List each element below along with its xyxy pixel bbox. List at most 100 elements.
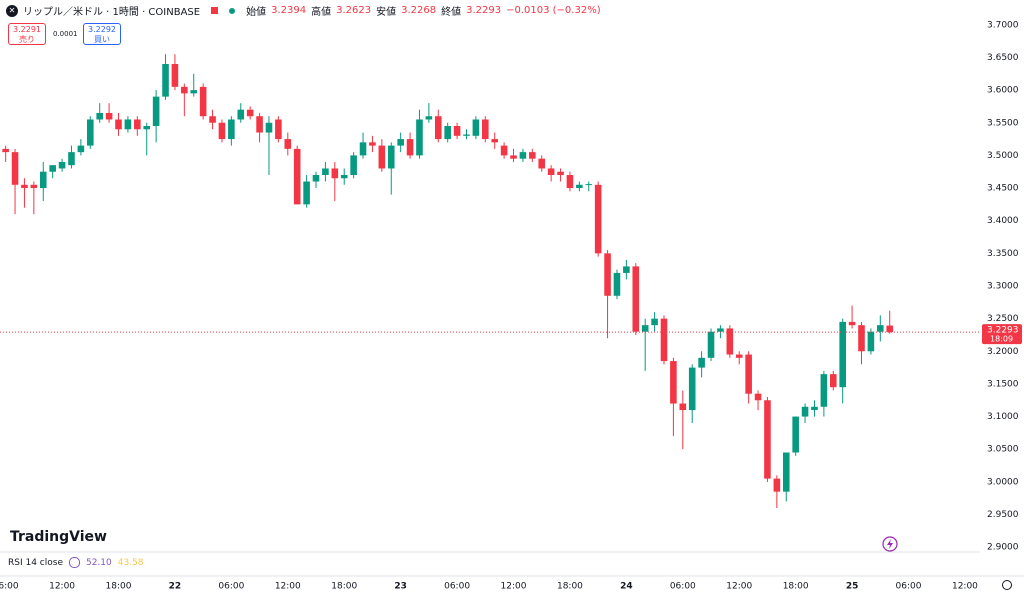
candle-body <box>463 134 470 136</box>
y-tick-label: 3.5500 <box>987 118 1019 128</box>
candle-body <box>58 161 66 169</box>
candle-body <box>218 122 226 140</box>
rsi-icon <box>68 557 80 568</box>
buy-label: 買い <box>94 35 110 44</box>
candle-body <box>726 328 734 355</box>
countdown: 18:09 <box>990 335 1013 344</box>
close-value: 3.2293 <box>466 5 502 16</box>
x-tick-label: 18:00 <box>557 582 583 592</box>
logo[interactable]: TradingView <box>10 529 107 545</box>
candle-body <box>124 119 132 130</box>
x-tick-label: 18:00 <box>783 582 809 592</box>
buy-price: 3.2292 <box>88 25 116 34</box>
rsi-value: 52.10 <box>85 557 112 568</box>
candle-body <box>350 155 357 175</box>
candle-body <box>717 328 724 332</box>
low-label: 安値 <box>376 7 397 18</box>
candle-body <box>21 184 28 189</box>
candle-body <box>115 119 122 130</box>
x-tick-label: 22 <box>169 582 182 592</box>
candle-body <box>698 357 705 368</box>
candle-body <box>2 148 9 153</box>
candle-body <box>228 119 235 140</box>
candle-body <box>406 139 414 156</box>
candle-body <box>557 171 564 175</box>
y-tick-label: 3.0500 <box>987 445 1019 455</box>
candle-body <box>331 168 339 179</box>
candle-body <box>312 174 320 182</box>
candle-body <box>359 142 367 156</box>
y-tick-label: 3.1000 <box>987 412 1019 422</box>
rsi-legend: RSI 14 close 52.10 43.58 <box>8 557 144 568</box>
candle-body <box>707 331 715 358</box>
candle-body <box>735 354 743 358</box>
rsi-label: RSI 14 close <box>8 557 63 568</box>
candle-body <box>171 63 179 87</box>
spread: 0.0001 <box>53 30 78 38</box>
x-tick-label: 18:00 <box>331 582 357 592</box>
symbol[interactable]: リップル／米ドル · 1時間 · COINBASE <box>23 7 201 18</box>
y-tick-label: 3.6000 <box>987 86 1019 96</box>
candle-body <box>594 184 602 254</box>
legend-header: ✕ リップル／米ドル · 1時間 · COINBASE 始値 3.2394 高値 3… <box>6 3 601 18</box>
candle-body <box>322 168 329 175</box>
candle-body <box>482 119 489 140</box>
candle-body <box>679 403 687 411</box>
candle-body <box>500 145 508 156</box>
candle-body <box>340 174 348 179</box>
y-tick-label: 3.0000 <box>987 477 1019 487</box>
candle-body <box>566 174 574 189</box>
candle-body <box>190 90 198 94</box>
y-tick-label: 3.7000 <box>987 20 1019 30</box>
candle-body <box>96 112 103 120</box>
y-tick-label: 2.9500 <box>987 510 1019 520</box>
candle-body <box>237 109 245 120</box>
candle-body <box>529 152 536 159</box>
candle-body <box>49 165 56 172</box>
candle-body <box>613 272 621 296</box>
candle-body <box>162 63 169 97</box>
candle-body <box>670 361 677 404</box>
candle-body <box>688 367 696 411</box>
candle-body <box>275 119 282 140</box>
candle-body <box>877 325 884 332</box>
x-tick-label: 06:00 <box>670 582 696 592</box>
low-value: 3.2268 <box>401 5 437 16</box>
market-status <box>211 7 219 14</box>
x-tick-label: 23 <box>394 582 407 592</box>
candle-body <box>660 318 668 362</box>
x-tick-label: 12:00 <box>275 582 301 592</box>
candle-body <box>510 155 517 159</box>
y-tick-label: 2.9000 <box>987 543 1019 553</box>
change: −0.0103 (−0.32%) <box>506 5 601 16</box>
alert-icon[interactable] <box>882 536 898 552</box>
candle-body <box>519 152 527 159</box>
last-price-label: 3.2293 <box>987 326 1019 336</box>
buy-button[interactable]: 3.2292 買い <box>83 23 121 45</box>
y-tick-label: 3.3500 <box>987 249 1019 259</box>
candle-body <box>434 116 442 140</box>
x-tick-label: 24 <box>620 582 633 592</box>
sell-button[interactable]: 3.2291 売り <box>8 23 46 45</box>
candle-body <box>604 253 611 296</box>
candle-body <box>387 145 395 169</box>
candle-body <box>651 318 658 326</box>
last-price-tag <box>982 324 1022 345</box>
candle-body <box>745 354 752 394</box>
x-tick-label: 06:00 <box>444 582 470 592</box>
x-tick-label: 12:00 <box>952 582 978 592</box>
y-tick-label: 3.5000 <box>987 151 1019 161</box>
candle-body <box>839 321 846 388</box>
candle-body <box>86 119 94 146</box>
settings-icon[interactable] <box>1002 580 1012 590</box>
candle-body <box>256 116 263 133</box>
candle-body <box>829 374 837 388</box>
candle-body <box>801 406 809 417</box>
candle-body <box>585 184 593 186</box>
candle-body <box>538 158 546 169</box>
candle-body <box>265 122 273 133</box>
candle-body <box>209 116 216 123</box>
x-tick-label: 12:00 <box>501 582 527 592</box>
